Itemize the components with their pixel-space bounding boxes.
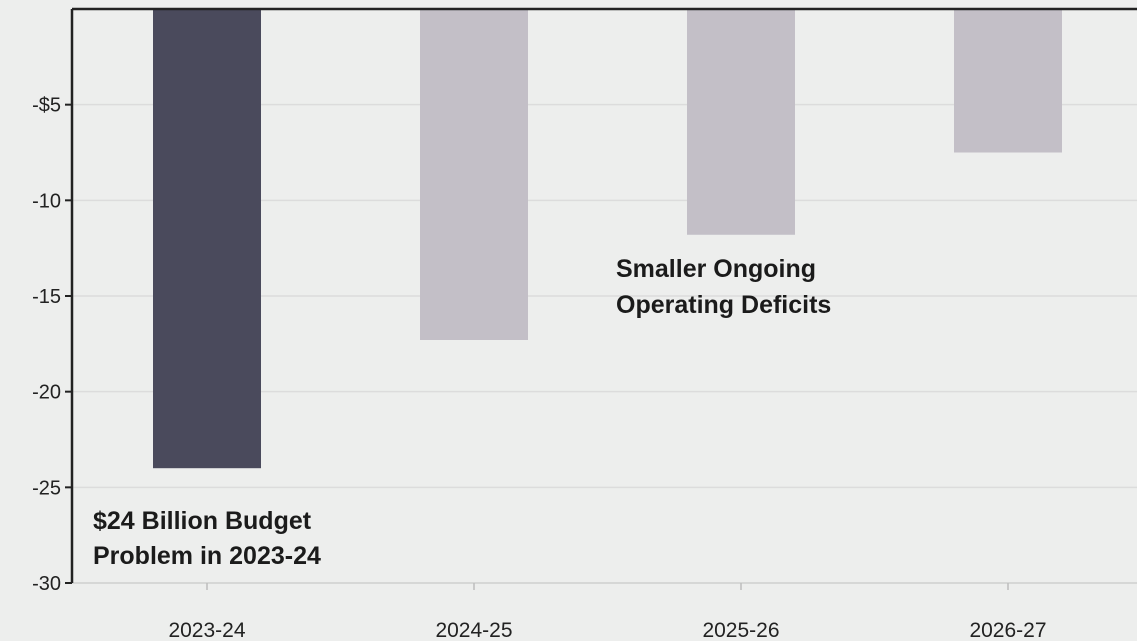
annotation-ongoing-deficits: Smaller Ongoing Operating Deficits [616,255,831,319]
y-tick-labels: -30 -25 -20 -15 -10 -$5 [32,95,72,595]
bar-2023-24 [153,9,261,469]
x-tick-label-2023-24: 2023-24 [168,619,245,641]
x-tick-label-2025-26: 2025-26 [702,619,779,641]
y-tick-label: -$5 [32,95,61,117]
y-tick-label: -10 [32,190,61,212]
y-tick-label: -15 [32,286,61,308]
annotation-budget-problem-line-1: $24 Billion Budget [93,507,312,535]
bar-2024-25 [420,9,528,341]
annotation-budget-problem-line-2: Problem in 2023-24 [93,542,321,570]
x-tick-label-2024-25: 2024-25 [435,619,512,641]
x-tick-labels: 2023-24 2024-25 2025-26 2026-27 [168,583,1047,641]
annotation-ongoing-deficits-line-2: Operating Deficits [616,291,831,319]
y-tick-label: -20 [32,382,61,404]
annotation-budget-problem: $24 Billion Budget Problem in 2023-24 [93,507,321,570]
y-tick-label: -30 [32,573,61,595]
bar-2025-26 [687,9,795,235]
x-tick-label-2026-27: 2026-27 [969,619,1046,641]
annotations: $24 Billion Budget Problem in 2023-24 Sm… [93,255,831,570]
y-tick-label: -25 [32,477,61,499]
annotation-ongoing-deficits-line-1: Smaller Ongoing [616,255,816,283]
bars [153,9,1062,469]
bar-2026-27 [954,9,1062,153]
